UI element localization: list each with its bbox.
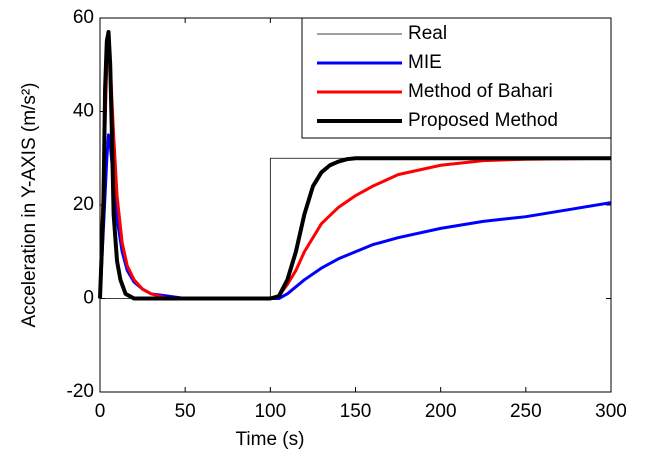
y-tick-label: 40 bbox=[73, 101, 94, 122]
y-tick-label: 60 bbox=[73, 7, 94, 28]
series-line bbox=[98, 30, 611, 301]
x-tick-label: 300 bbox=[595, 401, 627, 422]
y-tick-label: -20 bbox=[67, 381, 94, 402]
legend-box bbox=[301, 17, 612, 139]
x-axis-label: Time (s) bbox=[236, 429, 305, 450]
x-tick-label: 150 bbox=[340, 401, 372, 422]
x-tick-label: 0 bbox=[95, 401, 106, 422]
y-tick-label: 20 bbox=[73, 194, 94, 215]
legend-label: Method of Bahari bbox=[408, 81, 553, 102]
x-tick-label: 50 bbox=[175, 401, 196, 422]
x-tick-label: 200 bbox=[425, 401, 457, 422]
x-tick-label: 250 bbox=[510, 401, 542, 422]
legend-label: MIE bbox=[408, 52, 442, 73]
x-tick-label: 100 bbox=[254, 401, 286, 422]
y-axis-label: Acceleration in Y-AXIS (m/s²) bbox=[19, 83, 40, 328]
y-tick-label: 0 bbox=[83, 288, 94, 309]
legend-label: Real bbox=[408, 23, 447, 44]
legend-label: Proposed Method bbox=[408, 110, 558, 131]
